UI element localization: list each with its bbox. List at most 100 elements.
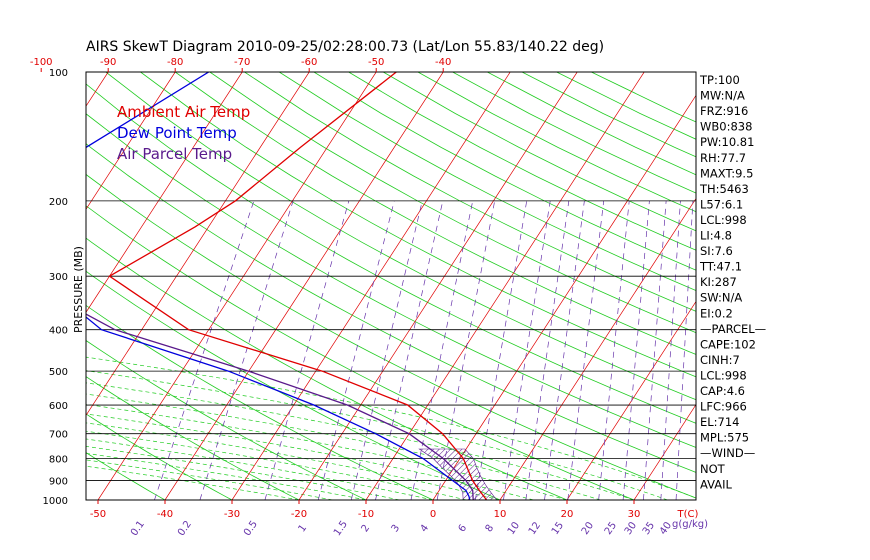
legend-entry: Ambient Air Temp (117, 103, 250, 121)
index-entry: RH:77.7 (700, 151, 746, 165)
index-entry: CINH:7 (700, 353, 740, 367)
mixing-ratio-line (622, 200, 650, 500)
isotherm (365, 72, 645, 500)
top-temp-tick-label: -50 (368, 57, 384, 68)
mixing-ratio-tick-label: 0.5 (242, 519, 260, 538)
index-entry: —WIND— (700, 446, 755, 460)
bottom-axis-unit: T(C) (677, 509, 699, 520)
mixing-ratio-line (199, 200, 294, 500)
index-entry: PW:10.81 (700, 135, 754, 149)
dry-adiabat (86, 205, 635, 500)
moist-adiabat (86, 413, 534, 500)
plot-frame (85, 71, 697, 501)
bottom-temp-tick-label: 30 (628, 509, 641, 520)
mixing-ratio-tick-label: 4 (419, 523, 432, 535)
mixing-ratio-line (375, 200, 444, 500)
mixing-ratio-line (660, 200, 681, 500)
index-entry: TH:5463 (699, 182, 749, 196)
pressure-tick-label: 1000 (43, 496, 68, 507)
moist-adiabat (86, 382, 635, 500)
bottom-temp-tick-label: -40 (157, 509, 173, 520)
isotherm (499, 197, 696, 500)
dry-adiabat (105, 72, 696, 401)
mixing-ratio-tick-label: 10 (506, 520, 522, 537)
dry-adiabat (86, 113, 696, 448)
index-entry: LCL:998 (700, 213, 747, 227)
index-entry: NOT (700, 462, 726, 476)
cape-hatch-area (418, 448, 498, 500)
isotherm (566, 300, 696, 500)
isotherm (0, 72, 41, 500)
index-entry: LCL:998 (700, 368, 747, 382)
index-entry: EL:714 (700, 415, 740, 429)
bottom-temp-tick-label: 0 (430, 509, 436, 520)
mixing-ratio-line (264, 200, 350, 500)
isotherm (97, 72, 377, 500)
moist-adiabat (86, 422, 501, 500)
bottom-temp-tick-label: 20 (561, 509, 574, 520)
mixing-ratio-line (474, 200, 528, 500)
isotherm (86, 72, 176, 210)
index-entry: SW:N/A (700, 291, 742, 305)
mixing-ratio-tick-label: 15 (550, 520, 566, 537)
isotherm (86, 72, 243, 313)
index-entry: LFC:966 (700, 400, 747, 414)
legend-entry: Air Parcel Temp (117, 145, 232, 163)
index-entry: MAXT:9.5 (700, 166, 753, 180)
dry-adiabat (86, 173, 696, 499)
top-temp-tick-label: -70 (234, 57, 250, 68)
y-axis-label: PRESSURE (MB) (72, 246, 85, 333)
dry-adiabat (86, 452, 166, 500)
mixing-ratio-line (598, 200, 630, 500)
index-entry: WB0:838 (700, 120, 752, 134)
pressure-tick-label: 500 (49, 367, 68, 378)
mixing-ratio-tick-label: 1 (297, 523, 310, 535)
pressure-tick-label: 100 (49, 68, 68, 79)
moist-adiabat (86, 438, 434, 500)
dry-adiabat (348, 72, 696, 251)
pressure-tick-label: 800 (49, 455, 68, 466)
pressure-tick-label: 900 (49, 476, 68, 487)
index-entry: SI:7.6 (700, 244, 733, 258)
mixing-ratio-line (643, 200, 667, 500)
bottom-temp-tick-label: 10 (494, 509, 507, 520)
moist-adiabat (86, 370, 668, 500)
mixing-ratio-tick-label: 30 (623, 520, 639, 537)
index-entry: KI:287 (700, 275, 737, 289)
series-line-air-parcel-temp (86, 313, 474, 500)
moist-adiabat (86, 452, 367, 500)
index-entry: AVAIL (700, 477, 733, 491)
pressure-tick-label: 400 (49, 326, 68, 337)
mixing-ratio-line (154, 200, 255, 500)
pressure-tick-label: 700 (49, 430, 68, 441)
dry-adiabat (174, 72, 696, 355)
chart-title: AIRS SkewT Diagram 2010-09-25/02:28:00.7… (86, 39, 604, 55)
dry-adiabat (244, 72, 696, 312)
mixing-ratio-unit: g(g/kg) (672, 519, 708, 530)
index-entry: FRZ:916 (700, 104, 748, 118)
dry-adiabat (86, 83, 696, 424)
dry-adiabat (86, 376, 300, 500)
dry-adiabat (313, 72, 696, 271)
mixing-ratio-line (567, 200, 605, 500)
bottom-temp-tick-label: -30 (224, 509, 240, 520)
bottom-temp-tick-label: -20 (291, 509, 307, 520)
mixing-ratio-line (544, 200, 585, 500)
mixing-ratio-line (410, 200, 474, 500)
dry-adiabat (86, 340, 367, 500)
isotherm (164, 72, 444, 500)
index-entry: —PARCEL— (700, 322, 766, 336)
mixing-ratio-tick-label: 12 (527, 520, 543, 537)
mixing-ratio-line (675, 200, 694, 500)
top-temp-tick-label: -100 (30, 57, 53, 68)
mixing-ratio-line (317, 200, 395, 500)
bottom-temp-tick-label: -10 (358, 509, 374, 520)
series-line-dew-point-temp (86, 72, 471, 500)
dry-adiabat (383, 72, 696, 232)
dry-adiabat (417, 72, 696, 213)
mixing-ratio-tick-label: 2 (360, 523, 373, 535)
dry-adiabat (140, 72, 696, 378)
dry-adiabat (86, 237, 568, 500)
bottom-temp-tick-label: -50 (90, 509, 106, 520)
